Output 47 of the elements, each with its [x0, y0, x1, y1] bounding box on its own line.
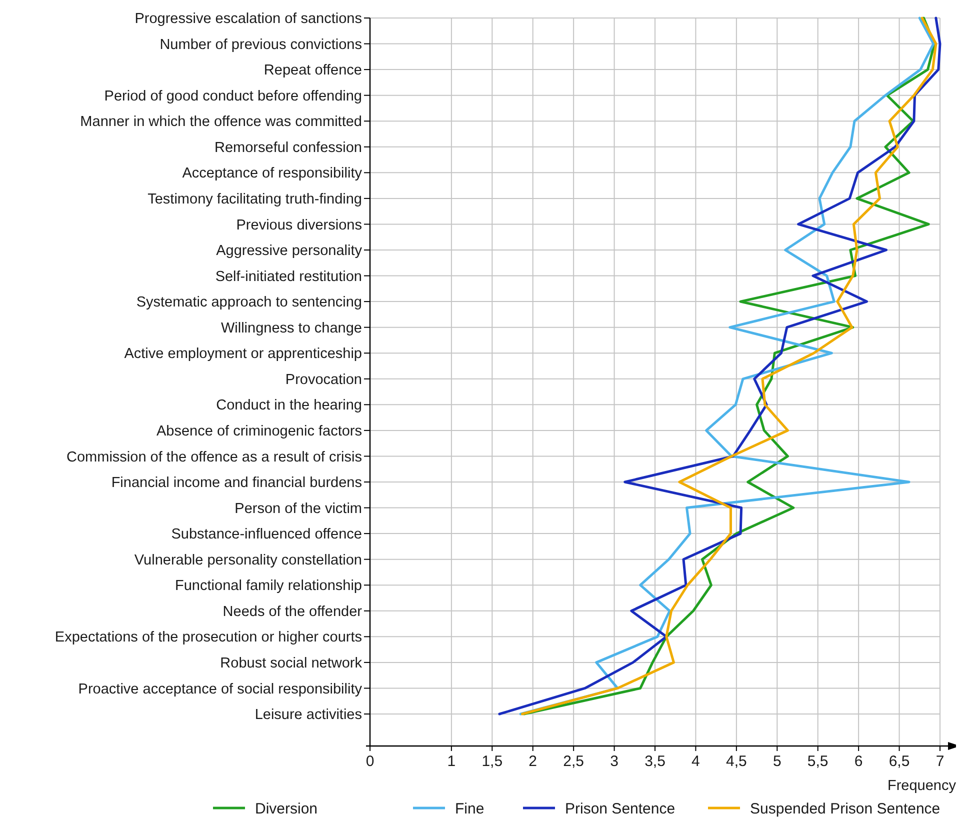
y-tick-label: Testimony facilitating truth-finding	[148, 192, 362, 208]
y-tick-label: Aggressive personality	[216, 243, 363, 260]
y-tick-label: Robust social network	[220, 656, 363, 672]
y-tick-label: Expectations of the prosecution or higher courts	[54, 630, 362, 646]
y-tick-label: Absence of criminogenic factors	[156, 424, 362, 440]
y-tick-label: Acceptance of responsibility	[182, 166, 363, 182]
y-tick-label: Progressive escalation of sanctions	[134, 11, 362, 28]
x-tick-label: 1,5	[482, 753, 503, 770]
x-tick-label: 3	[610, 753, 618, 770]
y-tick-label: Repeat offence	[264, 62, 362, 79]
y-tick-label: Financial income and financial burdens	[111, 475, 362, 492]
y-tick-label: Person of the victim	[234, 500, 362, 517]
y-tick-label: Systematic approach to sentencing	[136, 294, 362, 311]
y-tick-label: Functional family relationship	[175, 578, 362, 594]
y-tick-label: Previous diversions	[236, 217, 362, 234]
y-tick-label: Willingness to change	[220, 320, 362, 336]
y-tick-label: Needs of the offender	[222, 604, 362, 620]
legend-label: Fine	[455, 800, 484, 818]
x-axis-title: Frequency	[887, 778, 957, 794]
y-tick-label: Active employment or apprenticeship	[124, 346, 362, 362]
legend-label: Diversion	[255, 800, 318, 818]
legend-label: Suspended Prison Sentence	[750, 800, 940, 818]
x-tick-label: 2,5	[563, 753, 584, 770]
legend-label: Prison Sentence	[565, 800, 676, 818]
x-tick-label: 6,5	[888, 753, 910, 770]
y-tick-label: Leisure activities	[254, 707, 362, 724]
x-tick-label: 6	[854, 753, 863, 770]
y-tick-label: Provocation	[285, 372, 362, 388]
x-tick-label: 5,5	[807, 753, 828, 770]
y-tick-label: Period of good conduct before offending	[104, 88, 362, 104]
x-tick-label: 4	[692, 753, 700, 770]
y-tick-label: Number of previous convictions	[160, 36, 362, 53]
y-tick-label: Proactive acceptance of social responsibility	[78, 681, 363, 698]
y-tick-label: Vulnerable personality constellation	[134, 552, 362, 568]
x-tick-label: 0	[366, 753, 374, 770]
y-tick-label: Conduct in the hearing	[216, 398, 362, 414]
y-tick-label: Manner in which the offence was committed	[80, 114, 362, 130]
y-tick-label: Commission of the offence as a result of crisis	[66, 449, 362, 466]
y-tick-label: Remorseful confession	[214, 140, 362, 156]
x-tick-label: 2	[528, 753, 538, 770]
x-tick-label: 4,5	[726, 753, 747, 770]
x-tick-label: 1	[447, 753, 456, 770]
y-tick-label: Substance-influenced offence	[171, 526, 362, 543]
x-tick-label: 3,5	[644, 753, 666, 770]
y-tick-label: Self-initiated restitution	[215, 268, 362, 285]
x-tick-label: 5	[772, 753, 782, 770]
x-tick-label: 7	[936, 753, 944, 770]
